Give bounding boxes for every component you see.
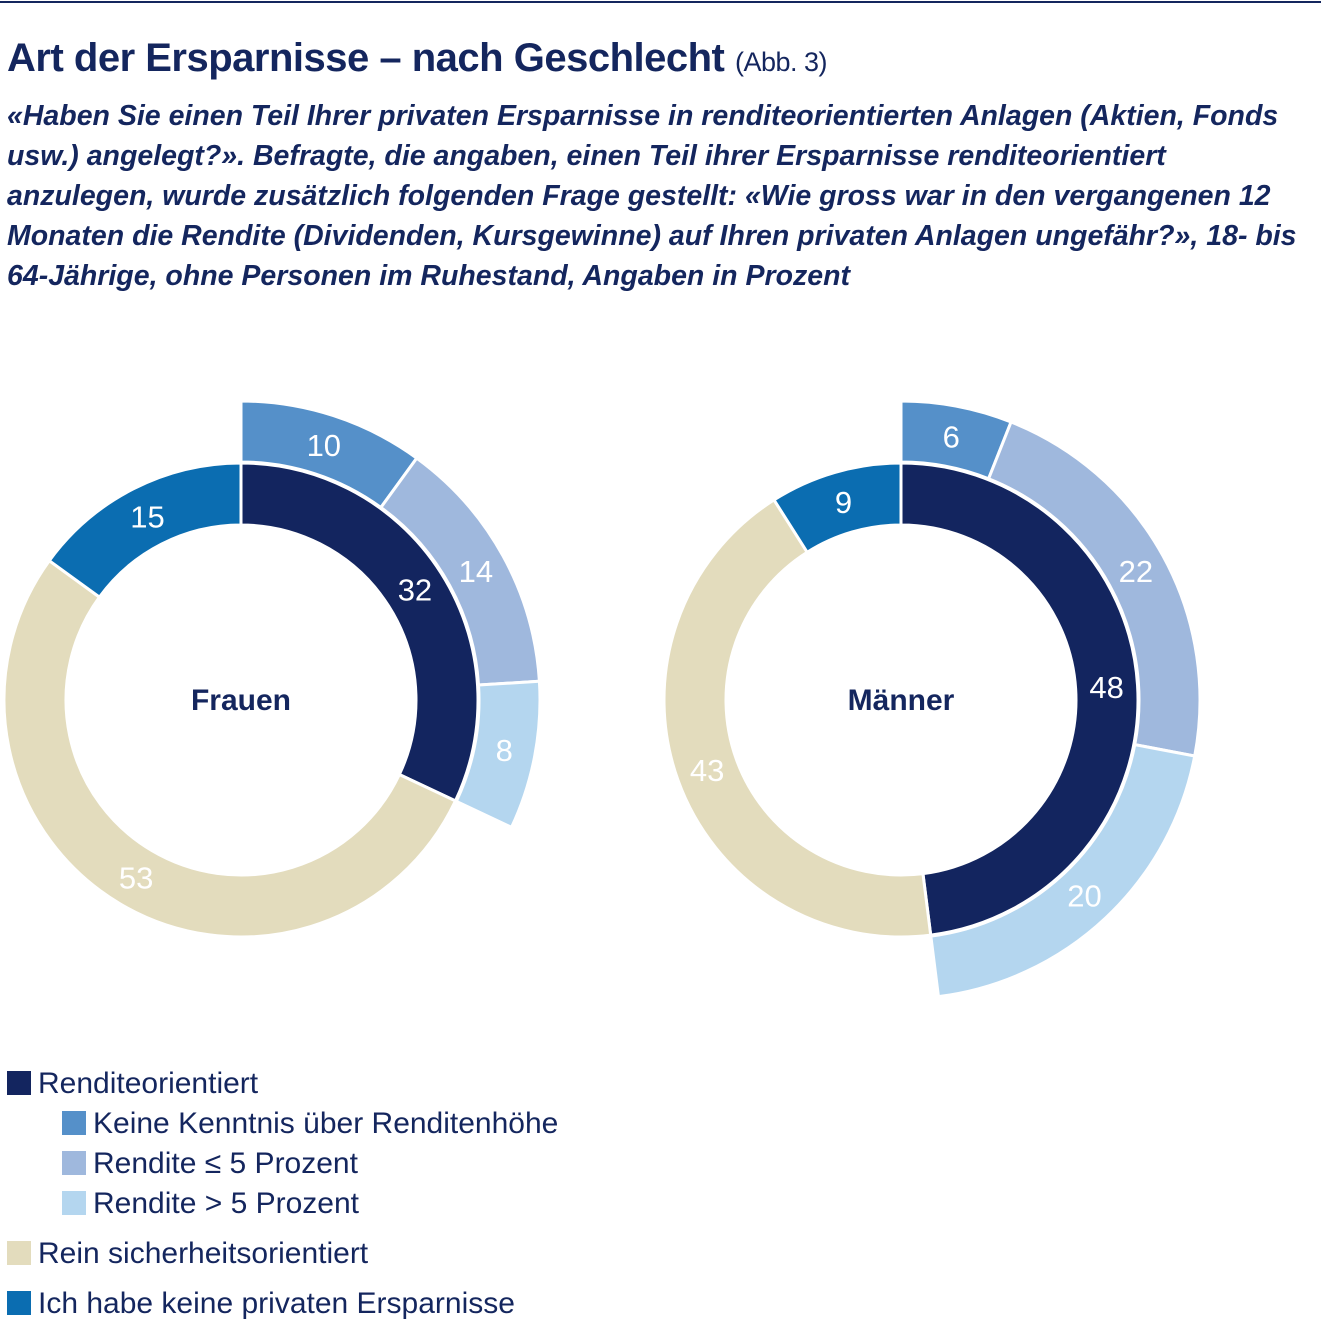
legend-swatch bbox=[7, 1071, 31, 1095]
top-rule bbox=[0, 1, 1321, 3]
legend-label: Renditeorientiert bbox=[38, 1067, 259, 1100]
data-label: 9 bbox=[835, 485, 852, 520]
data-label: 53 bbox=[119, 860, 153, 895]
figure-label: (Abb. 3) bbox=[734, 47, 828, 77]
title-text: Art der Ersparnisse – nach Geschlecht bbox=[7, 36, 725, 80]
legend-swatch bbox=[7, 1291, 31, 1315]
data-label: 15 bbox=[130, 499, 164, 534]
chart-subtitle: «Haben Sie einen Teil Ihrer privaten Ers… bbox=[7, 100, 1297, 292]
legend-item: Rendite > 5 Prozent bbox=[62, 1186, 359, 1222]
legend-swatch bbox=[62, 1151, 86, 1175]
data-label: 48 bbox=[1089, 670, 1123, 705]
sub-data-label: 14 bbox=[459, 554, 493, 589]
data-label: 32 bbox=[398, 573, 432, 608]
legend-swatch bbox=[62, 1111, 86, 1135]
sub-data-label: 10 bbox=[307, 428, 341, 463]
legend-label: Rein sicherheitsorientiert bbox=[38, 1237, 369, 1270]
legend-swatch bbox=[7, 1241, 31, 1265]
sub-segment-frauen-2 bbox=[454, 679, 542, 830]
chart-title: Art der Ersparnisse – nach Geschlecht (A… bbox=[7, 36, 828, 81]
sub-data-label: 6 bbox=[943, 420, 960, 455]
sub-data-label: 22 bbox=[1119, 554, 1153, 589]
legend-label: Rendite ≤ 5 Prozent bbox=[93, 1147, 358, 1180]
sub-data-label: 20 bbox=[1067, 878, 1101, 913]
legend-item: Ich habe keine privaten Ersparnisse bbox=[7, 1286, 515, 1322]
legend-item: Rendite ≤ 5 Prozent bbox=[62, 1146, 358, 1182]
donut-segment-männer-1 bbox=[662, 497, 933, 939]
sub-data-label: 8 bbox=[496, 733, 513, 768]
donut-center-label: Männer bbox=[848, 684, 955, 717]
legend-swatch bbox=[62, 1191, 86, 1215]
legend-item: Rein sicherheitsorientiert bbox=[7, 1236, 368, 1272]
legend-label: Ich habe keine privaten Ersparnisse bbox=[38, 1287, 515, 1320]
legend-label: Rendite > 5 Prozent bbox=[93, 1187, 360, 1220]
sub-segment-männer-2 bbox=[929, 742, 1197, 999]
legend-label: Keine Kenntnis über Renditenhöhe bbox=[93, 1107, 559, 1140]
legend-item: Keine Kenntnis über Renditenhöhe bbox=[62, 1106, 558, 1142]
donut-center-label: Frauen bbox=[191, 684, 291, 717]
legend-item: Renditeorientiert bbox=[7, 1066, 258, 1102]
donut-segment-frauen-1 bbox=[2, 558, 458, 939]
data-label: 43 bbox=[690, 753, 724, 788]
